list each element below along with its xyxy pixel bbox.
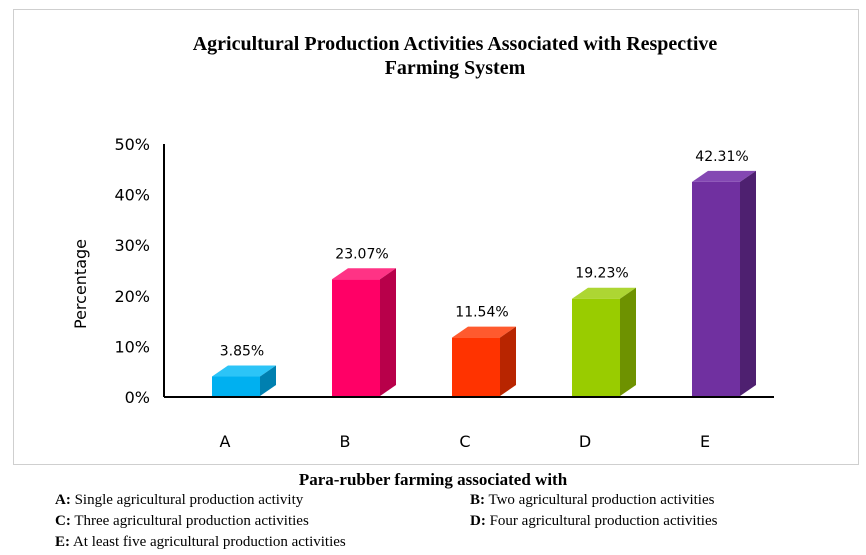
bar-top-a — [212, 365, 276, 377]
x-tick-label: C — [459, 432, 470, 451]
data-label: 23.07% — [335, 246, 388, 262]
x-tick-label: D — [579, 432, 591, 451]
y-tick-label: 10% — [114, 337, 150, 356]
legend-item-e: E: At least five agricultural production… — [55, 534, 346, 550]
data-label: 42.31% — [695, 149, 748, 165]
bar-a — [212, 376, 260, 396]
legend-row: C: Three agricultural production activit… — [0, 511, 866, 532]
caption: Para-rubber farming associated with A: S… — [0, 470, 866, 553]
chart-frame: Agricultural Production Activities Assoc… — [13, 9, 859, 465]
legend-title: Para-rubber farming associated with — [298, 470, 568, 489]
bar-top-d — [572, 287, 636, 299]
y-tick-label: 50% — [114, 135, 150, 154]
y-tick-label: 20% — [114, 287, 150, 306]
bar-d — [572, 298, 620, 396]
legend-item-b: B: Two agricultural production activitie… — [470, 492, 715, 508]
legend-row: E: At least five agricultural production… — [0, 532, 866, 553]
y-tick-label: 30% — [114, 236, 150, 255]
legend-row: A: Single agricultural production activi… — [0, 490, 866, 511]
legend-item-c: C: Three agricultural production activit… — [55, 513, 309, 529]
bar-top-e — [692, 170, 756, 182]
bar-e — [692, 181, 740, 396]
bar-side-a — [260, 365, 276, 396]
x-tick-label: B — [340, 432, 351, 451]
chart-title-line-1: Agricultural Production Activities Assoc… — [193, 33, 718, 55]
bar-c — [452, 337, 500, 396]
bar-chart: Agricultural Production Activities Assoc… — [71, 33, 774, 451]
chart-title-line-2: Farming System — [385, 57, 526, 79]
bar-b — [332, 279, 380, 396]
plot-area: 0% 10% 20% 30% 40% 50% 3.85% A 23.07% B 11.54% C 19.… — [114, 135, 774, 451]
data-label: 3.85% — [220, 344, 264, 360]
data-label: 19.23% — [575, 266, 628, 282]
bar-side-c — [500, 326, 516, 396]
legend-item-d: D: Four agricultural production activiti… — [470, 513, 718, 529]
bar-side-b — [380, 268, 396, 396]
legend-item-a: A: Single agricultural production activi… — [55, 492, 304, 508]
bar-top-b — [332, 268, 396, 280]
bar-top-c — [452, 326, 516, 338]
data-label: 11.54% — [455, 305, 508, 321]
bar-side-d — [620, 287, 636, 396]
y-tick-label: 0% — [125, 388, 150, 407]
y-axis-label: Percentage — [71, 239, 90, 329]
bar-side-e — [740, 170, 756, 396]
x-tick-label: A — [220, 432, 231, 451]
x-tick-label: E — [700, 432, 710, 451]
y-tick-label: 40% — [114, 186, 150, 205]
